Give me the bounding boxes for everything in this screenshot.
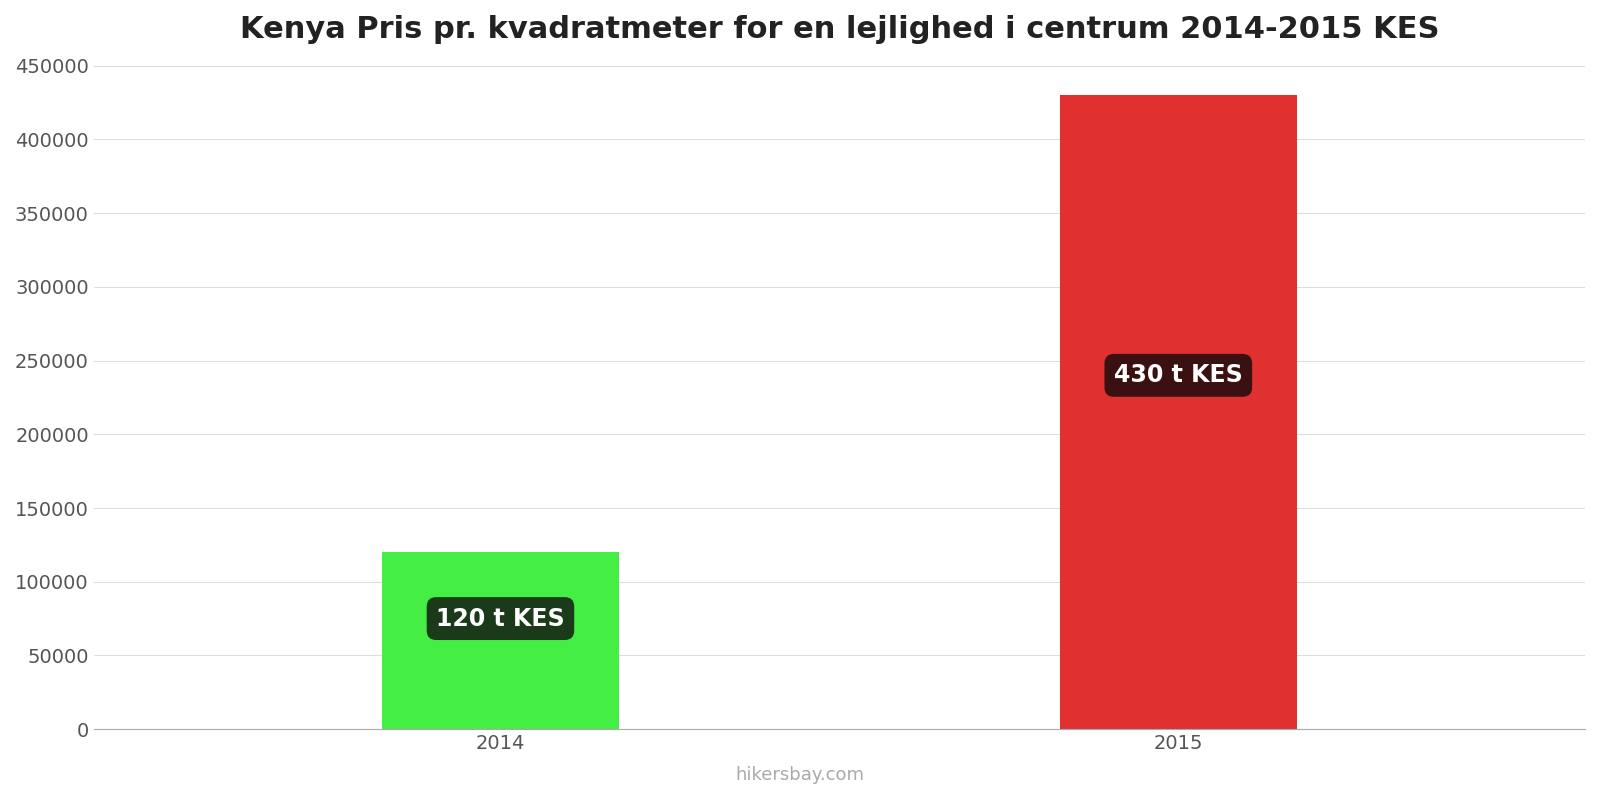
Bar (1059, 95, 1298, 729)
Text: 120 t KES: 120 t KES (437, 606, 565, 630)
Text: hikersbay.com: hikersbay.com (736, 766, 864, 784)
Title: Kenya Pris pr. kvadratmeter for en lejlighed i centrum 2014-2015 KES: Kenya Pris pr. kvadratmeter for en lejli… (240, 15, 1438, 44)
Text: 430 t KES: 430 t KES (1114, 363, 1243, 387)
Bar (382, 552, 619, 729)
